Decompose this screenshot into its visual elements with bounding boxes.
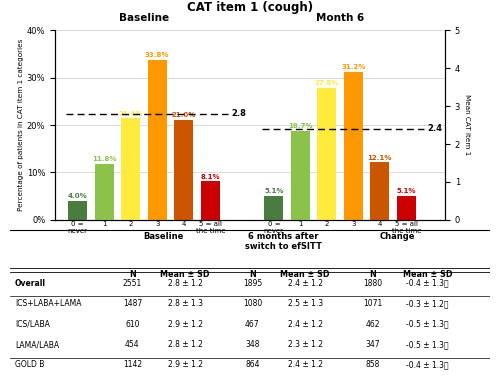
Text: Mean ± SD: Mean ± SD — [160, 270, 210, 279]
Text: Overall: Overall — [15, 279, 46, 288]
Text: -0.4 ± 1.3˹: -0.4 ± 1.3˹ — [406, 279, 449, 288]
Bar — [68, 201, 87, 220]
Bar — [291, 131, 310, 220]
Text: 8.1%: 8.1% — [200, 174, 220, 180]
Text: 12.1%: 12.1% — [368, 155, 392, 161]
Bar — [148, 60, 167, 220]
Text: 454: 454 — [125, 340, 140, 349]
Text: 4.0%: 4.0% — [68, 193, 87, 199]
Text: 1071: 1071 — [363, 299, 382, 308]
Text: 5.1%: 5.1% — [396, 188, 416, 194]
Text: -0.5 ± 1.3˹: -0.5 ± 1.3˹ — [406, 319, 449, 329]
Text: GOLD B: GOLD B — [15, 360, 44, 370]
Text: 18.7%: 18.7% — [288, 123, 312, 129]
Bar — [121, 118, 141, 220]
Text: ICS+LABA+LAMA: ICS+LABA+LAMA — [15, 299, 82, 308]
Y-axis label: Mean CAT item 1: Mean CAT item 1 — [464, 94, 470, 156]
Text: 858: 858 — [365, 360, 380, 370]
Bar — [174, 121, 194, 220]
Text: Baseline: Baseline — [119, 13, 169, 23]
Text: 864: 864 — [245, 360, 260, 370]
Bar — [264, 196, 283, 220]
Text: 2.8 ± 1.2: 2.8 ± 1.2 — [168, 340, 202, 349]
Text: -0.5 ± 1.3˹: -0.5 ± 1.3˹ — [406, 340, 449, 349]
Text: N: N — [129, 270, 136, 279]
Title: CAT item 1 (cough): CAT item 1 (cough) — [187, 1, 313, 14]
Text: 1895: 1895 — [243, 279, 262, 288]
Text: 5.1%: 5.1% — [264, 188, 283, 194]
Text: 1880: 1880 — [363, 279, 382, 288]
Text: 2.5 ± 1.3: 2.5 ± 1.3 — [288, 299, 323, 308]
Text: N: N — [369, 270, 376, 279]
Text: 2.4: 2.4 — [427, 124, 442, 133]
Text: 21.0%: 21.0% — [172, 113, 196, 118]
Text: -0.4 ± 1.3˹: -0.4 ± 1.3˹ — [406, 360, 449, 370]
Text: Change: Change — [380, 232, 416, 241]
Bar — [344, 72, 363, 220]
Text: 2.8: 2.8 — [231, 109, 246, 118]
Bar — [318, 88, 336, 220]
Bar — [200, 182, 220, 220]
Bar — [397, 196, 416, 220]
Text: 610: 610 — [125, 319, 140, 329]
Text: 2.4 ± 1.2: 2.4 ± 1.2 — [288, 319, 322, 329]
Text: 21.4%: 21.4% — [118, 111, 143, 117]
Text: 2.9 ± 1.2: 2.9 ± 1.2 — [168, 319, 202, 329]
Text: 2.9 ± 1.2: 2.9 ± 1.2 — [168, 360, 202, 370]
Text: Baseline: Baseline — [144, 232, 184, 241]
Text: 1487: 1487 — [123, 299, 142, 308]
Text: 11.8%: 11.8% — [92, 156, 116, 162]
Text: 6 months after
switch to efSITT: 6 months after switch to efSITT — [245, 232, 322, 251]
Bar — [94, 164, 114, 220]
Text: Month 6: Month 6 — [316, 13, 364, 23]
Text: -0.3 ± 1.2˹: -0.3 ± 1.2˹ — [406, 299, 449, 308]
Text: 348: 348 — [245, 340, 260, 349]
Text: 2.8 ± 1.2: 2.8 ± 1.2 — [168, 279, 202, 288]
Text: Mean ± SD: Mean ± SD — [280, 270, 330, 279]
Text: 1142: 1142 — [123, 360, 142, 370]
Bar — [370, 163, 390, 220]
Text: N: N — [249, 270, 256, 279]
Text: 462: 462 — [365, 319, 380, 329]
Text: 31.2%: 31.2% — [341, 64, 365, 70]
Text: 27.8%: 27.8% — [314, 80, 339, 86]
Text: 347: 347 — [365, 340, 380, 349]
Text: ICS/LABA: ICS/LABA — [15, 319, 50, 329]
Text: 2.3 ± 1.2: 2.3 ± 1.2 — [288, 340, 322, 349]
Text: 2551: 2551 — [123, 279, 142, 288]
Text: LAMA/LABA: LAMA/LABA — [15, 340, 59, 349]
Text: Mean ± SD: Mean ± SD — [403, 270, 452, 279]
Y-axis label: Percentage of patients in CAT item 1 categories: Percentage of patients in CAT item 1 cat… — [18, 39, 24, 211]
Text: 2.4 ± 1.2: 2.4 ± 1.2 — [288, 360, 322, 370]
Text: 467: 467 — [245, 319, 260, 329]
Text: 2.4 ± 1.2: 2.4 ± 1.2 — [288, 279, 322, 288]
Text: 33.8%: 33.8% — [145, 52, 170, 58]
Text: 2.8 ± 1.3: 2.8 ± 1.3 — [168, 299, 202, 308]
Text: 1080: 1080 — [243, 299, 262, 308]
